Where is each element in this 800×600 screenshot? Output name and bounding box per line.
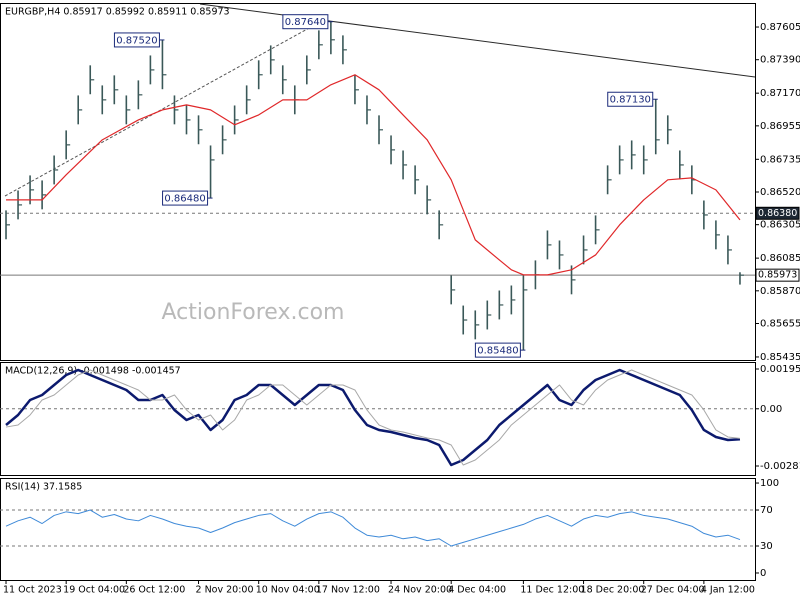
y-tick-label: 0.86735 [760,154,800,165]
panel-frame [0,3,756,361]
series-line [5,509,741,547]
annotation-box [113,32,160,48]
x-tick-label: 2 Nov 20:00 [196,585,254,596]
y-tick-label: 100 [760,478,779,489]
annotation-label: 0.87130 [610,95,651,106]
annotation-box [474,342,521,358]
panel-title: RSI(14) 37.1585 [5,482,82,493]
panel-frame [0,478,756,581]
x-tick-label: 11 Oct 2023 [3,585,62,596]
x-tick-label: 19 Oct 04:00 [63,585,125,596]
y-tick-label: 0.00 [760,404,782,415]
level-label-box [755,268,800,282]
annotation-label: 0.85480 [477,346,518,357]
annotation-box [282,14,329,30]
level-label: 0.85973 [758,270,797,281]
x-tick-label: 4 Dec 04:00 [448,585,506,596]
y-tick-label: 0.85435 [760,352,800,363]
y-tick-label: 0.85870 [760,286,800,297]
annotation-label: 0.86480 [164,194,205,205]
x-tick-label: 26 Oct 12:00 [123,585,185,596]
y-tick-label: 0.86955 [760,121,800,132]
series-line [6,74,741,276]
y-tick-label: -0.002818 [760,461,800,472]
y-tick-label: 0.85655 [760,319,800,330]
y-tick-label: 0 [760,568,766,579]
annotation-label: 0.87640 [285,17,326,28]
x-tick-label: 11 Dec 12:00 [520,585,584,596]
series-line [5,369,741,466]
x-tick-label: 27 Dec 04:00 [641,585,705,596]
panel-frame [0,362,756,476]
annotation-label: 0.87520 [116,35,157,46]
x-tick-label: 4 Jan 12:00 [701,585,755,596]
y-tick-label: 0.87605 [760,22,800,33]
y-tick-label: 0.87170 [760,88,800,99]
y-tick-label: 70 [760,505,773,516]
x-tick-label: 17 Nov 12:00 [316,585,380,596]
annotation-box [607,91,654,107]
y-tick-label: 0.86520 [760,187,800,198]
panel-title: EURGBP,H4 0.85917 0.85992 0.85911 0.8597… [5,7,230,18]
x-tick-label: 10 Nov 04:00 [256,585,320,596]
level-label: 0.86380 [758,208,797,219]
series-line [5,368,741,467]
y-tick-label: 30 [760,541,773,552]
x-tick-label: 24 Nov 20:00 [388,585,452,596]
y-tick-label: 0.86305 [760,220,800,231]
level-label-box [755,206,800,220]
y-tick-label: 0.86085 [760,253,800,264]
x-tick-label: 18 Dec 20:00 [581,585,645,596]
watermark: ActionForex.com [162,300,345,325]
y-tick-label: 0.87390 [760,55,800,66]
annotation-box [162,190,209,206]
y-tick-label: 0.001959 [760,364,800,375]
